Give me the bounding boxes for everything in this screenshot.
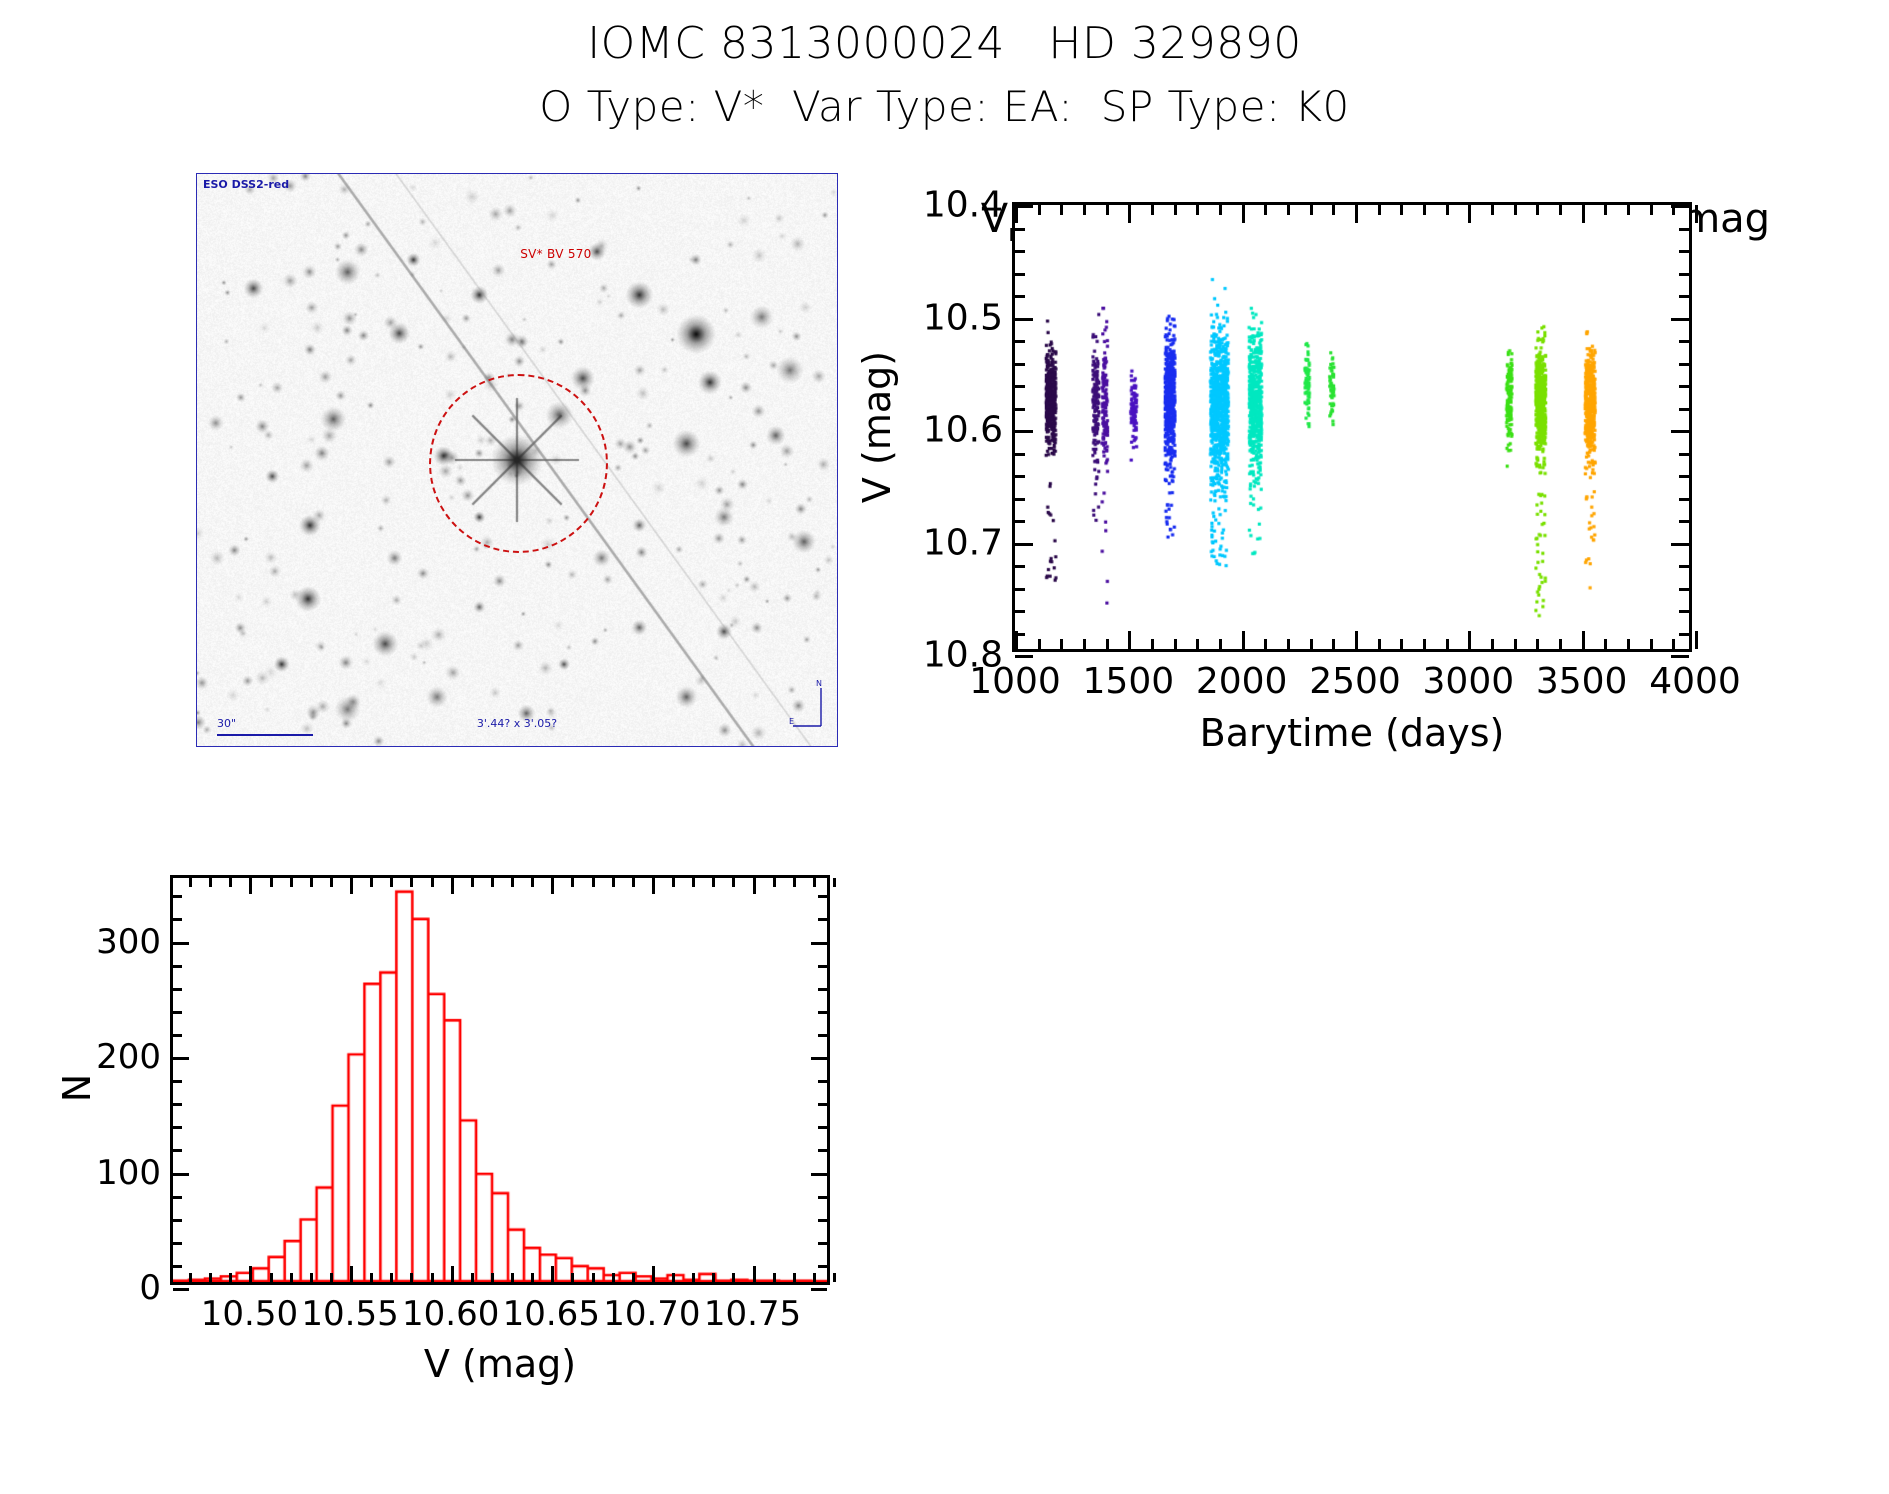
histogram-x-tick: 10.65 [502, 1294, 600, 1334]
histogram-y-axis-label: N [55, 1073, 99, 1103]
histogram-x-tick: 10.55 [301, 1294, 399, 1334]
lightcurve-y-tick: 10.5 [922, 297, 1003, 338]
page-subtitle: O Type: V* Var Type: EA: SP Type: K0 [539, 82, 1350, 131]
histogram-bars [173, 878, 827, 1282]
histogram-y-tick: 100 [96, 1152, 161, 1193]
object-name-label: SV* BV 570 [520, 247, 592, 262]
histogram-y-tick: 0 [139, 1268, 161, 1308]
scale-bar [217, 734, 313, 736]
histogram-plot-box: 0 100 200 300 10.50 10.55 10.60 10.65 10.70 10.7… [55, 875, 836, 1386]
target-aperture-circle [429, 374, 608, 553]
histogram-x-axis-label: V (mag) [423, 1342, 577, 1386]
histogram-y-tick: 300 [96, 921, 161, 962]
lightcurve-y-tick: 10.7 [922, 522, 1003, 563]
lightcurve-x-tick: 1500 [1082, 661, 1175, 702]
lightcurve-x-tick: 2000 [1195, 661, 1288, 702]
histogram-x-tick: 10.75 [703, 1294, 802, 1334]
lightcurve-x-tick: 3000 [1422, 661, 1515, 702]
lightcurve-x-tick: 2500 [1309, 661, 1401, 702]
lightcurve-points [1015, 205, 1689, 649]
vmed-symbol: V [980, 196, 1009, 242]
svg-text:E: E [789, 717, 794, 726]
field-of-view-label: 3'.44? x 3'.05? [476, 717, 558, 730]
histogram-panel: 0 100 200 300 10.50 10.55 10.60 10.65 10.70 10.7… [55, 855, 960, 1455]
svg-text:N: N [816, 680, 822, 688]
compass-icon: N E [789, 680, 822, 727]
lightcurve-y-tick: 10.8 [922, 634, 1003, 676]
histogram-x-tick: 10.70 [603, 1294, 701, 1334]
survey-label: ESO DSS2-red [203, 178, 290, 191]
finding-chart: ESO DSS2-red SV* BV 570 30" 3'.44? x 3'.… [196, 173, 838, 747]
lightcurve-plot-box: 10.4 10.5 10.6 10.7 10.8 1000 1500 2000 2500 300… [855, 185, 1741, 756]
lightcurve-x-tick: 4000 [1649, 661, 1741, 702]
scale-bar-label: 30" [217, 717, 237, 730]
lightcurve-y-axis-label: V (mag) [855, 350, 899, 504]
page-title: IOMC 8313000024 HD 329890 [587, 18, 1302, 69]
histogram-x-tick: 10.50 [200, 1294, 299, 1334]
histogram-y-tick: 200 [96, 1037, 161, 1077]
lightcurve-x-tick: 3500 [1535, 661, 1628, 702]
lightcurve-panel: Vmed = 10.57 mag <err_V> = 0.02 mag 10.4… [830, 150, 1870, 756]
histogram-x-tick: 10.60 [402, 1294, 500, 1334]
lightcurve-y-tick: 10.4 [922, 184, 1003, 226]
lightcurve-x-axis-label: Barytime (days) [1199, 711, 1505, 755]
lightcurve-x-tick: 1000 [969, 661, 1061, 702]
lightcurve-y-tick: 10.6 [922, 409, 1003, 451]
